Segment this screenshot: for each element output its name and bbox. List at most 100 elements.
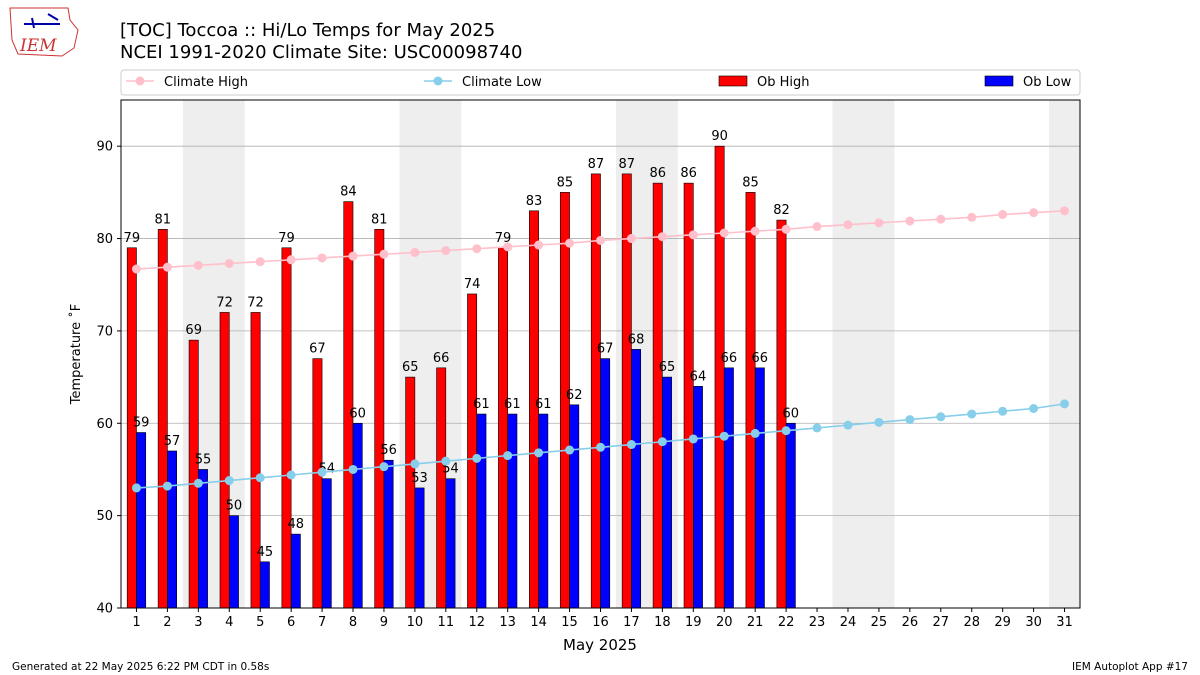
bar <box>693 386 703 609</box>
data-label: 60 <box>782 406 799 421</box>
data-label: 86 <box>680 166 697 181</box>
line-marker <box>626 440 636 450</box>
y-tick-label: 70 <box>96 324 113 339</box>
plot-frame <box>120 99 1081 609</box>
data-label: 84 <box>340 185 357 200</box>
data-label: 65 <box>402 360 419 375</box>
data-label: 59 <box>133 416 150 431</box>
line-marker <box>162 262 172 272</box>
line-marker <box>286 255 296 265</box>
legend-swatch <box>984 75 1014 87</box>
data-label: 72 <box>216 295 233 310</box>
data-label: 66 <box>752 351 769 366</box>
data-label: 56 <box>380 443 397 458</box>
line-marker <box>967 212 977 222</box>
line-marker <box>410 459 420 469</box>
legend-box <box>120 69 1081 96</box>
line-marker <box>596 442 605 452</box>
bar <box>352 422 363 609</box>
line-marker <box>441 456 451 466</box>
bar <box>281 247 292 609</box>
line-marker <box>626 234 636 244</box>
legend-swatch <box>718 75 748 87</box>
bar <box>600 358 611 609</box>
bar <box>383 459 394 609</box>
line-marker <box>967 409 977 419</box>
x-tick-label: 15 <box>561 615 578 630</box>
line-marker <box>998 406 1008 416</box>
bar <box>290 533 301 609</box>
x-axis-label: May 2025 <box>563 636 637 654</box>
footer-left: Generated at 22 May 2025 6:22 PM CDT in … <box>12 661 269 673</box>
y-tick-label: 80 <box>96 232 113 247</box>
line-marker <box>379 249 389 259</box>
y-axis-label: Temperature ˚F <box>68 304 84 405</box>
weekend-band <box>1049 100 1080 608</box>
data-label: 79 <box>124 231 141 246</box>
line-marker <box>657 232 667 242</box>
data-label: 87 <box>588 157 605 172</box>
x-tick-label: 20 <box>716 615 733 630</box>
line-marker <box>348 251 358 261</box>
bar <box>198 469 208 609</box>
line-marker <box>905 216 915 226</box>
x-tick-label: 8 <box>349 615 357 630</box>
legend-marker <box>135 76 145 86</box>
x-tick-label: 21 <box>747 615 764 630</box>
bar <box>167 450 177 609</box>
line-marker <box>843 420 853 430</box>
x-tick-label: 14 <box>530 615 547 630</box>
line-marker <box>317 467 327 477</box>
bar <box>136 432 147 609</box>
x-tick-label: 6 <box>287 615 295 630</box>
x-tick-label: 30 <box>1025 615 1042 630</box>
line-marker <box>534 240 544 250</box>
legend-label: Climate High <box>164 75 248 90</box>
line-marker <box>565 238 575 248</box>
data-label: 79 <box>495 231 512 246</box>
bar <box>374 229 385 609</box>
line-marker <box>657 437 667 447</box>
line-marker <box>843 220 853 230</box>
bar <box>343 201 354 609</box>
legend-label: Climate Low <box>462 75 542 90</box>
y-tick-label: 40 <box>96 602 113 617</box>
bar <box>445 478 456 609</box>
line-marker <box>750 226 760 236</box>
legend-label: Ob Low <box>1023 75 1072 90</box>
line-marker <box>905 415 915 425</box>
x-tick-label: 11 <box>438 615 455 630</box>
line-marker <box>348 464 358 474</box>
x-tick-label: 4 <box>225 615 233 630</box>
x-tick-label: 25 <box>871 615 888 630</box>
line-marker <box>193 478 203 488</box>
bar <box>714 145 725 609</box>
x-tick-label: 18 <box>654 615 671 630</box>
bar <box>785 422 796 609</box>
line-marker <box>781 426 791 436</box>
data-label: 57 <box>164 434 181 449</box>
x-tick-label: 7 <box>318 615 326 630</box>
x-tick-label: 1 <box>132 615 140 630</box>
line-marker <box>1060 206 1070 216</box>
x-tick-label: 24 <box>840 615 857 630</box>
line-marker <box>998 210 1008 220</box>
x-tick-label: 17 <box>623 615 640 630</box>
bar <box>414 487 425 609</box>
line-marker <box>224 476 234 486</box>
line-marker <box>379 462 389 472</box>
bar <box>188 339 199 609</box>
data-label: 48 <box>288 517 305 532</box>
line-marker <box>193 260 203 270</box>
line-marker <box>688 434 698 444</box>
chart-subtitle: NCEI 1991-2020 Climate Site: USC00098740 <box>120 42 522 63</box>
data-label: 86 <box>649 166 666 181</box>
line-marker <box>255 257 265 267</box>
data-label: 53 <box>411 471 428 486</box>
bar <box>631 349 642 609</box>
x-tick-label: 27 <box>933 615 950 630</box>
line-marker <box>874 417 884 427</box>
x-tick-label: 2 <box>163 615 171 630</box>
bar <box>250 312 261 609</box>
data-label: 90 <box>711 129 728 144</box>
